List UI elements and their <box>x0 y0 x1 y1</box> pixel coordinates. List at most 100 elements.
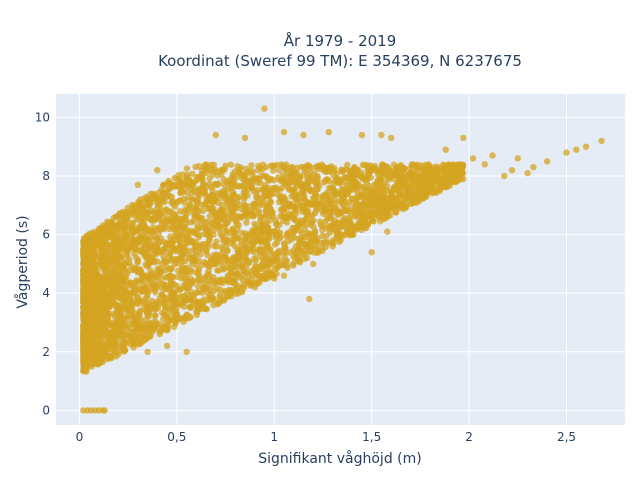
y-axis-ticks: 0 2 4 6 8 10 <box>35 110 50 417</box>
data-point <box>439 172 446 179</box>
data-point <box>251 200 258 208</box>
data-point <box>93 345 100 352</box>
data-point <box>378 131 385 139</box>
data-point <box>351 226 358 233</box>
data-point <box>194 289 202 296</box>
data-point <box>99 224 106 231</box>
data-point <box>340 194 347 201</box>
data-point <box>117 310 124 317</box>
data-point <box>134 227 142 234</box>
data-point <box>324 213 331 220</box>
data-point <box>524 169 531 177</box>
data-point <box>187 275 194 282</box>
data-point <box>171 261 179 268</box>
data-point <box>175 246 183 253</box>
data-point <box>335 227 342 234</box>
data-point <box>216 291 224 299</box>
data-point <box>218 243 225 251</box>
data-point <box>543 158 551 165</box>
data-point <box>357 201 364 208</box>
data-point <box>304 243 311 250</box>
data-point <box>183 165 191 172</box>
data-point <box>100 327 107 334</box>
data-point <box>171 203 179 210</box>
data-point <box>223 237 230 244</box>
data-point <box>89 330 96 337</box>
data-point <box>151 312 158 320</box>
data-point <box>250 240 258 247</box>
data-point <box>116 210 123 217</box>
data-point <box>178 231 185 238</box>
data-point <box>360 224 367 231</box>
data-point <box>240 182 248 189</box>
data-point <box>236 201 243 208</box>
data-point <box>83 277 90 284</box>
data-point <box>573 146 580 153</box>
data-point <box>103 279 111 286</box>
data-point <box>276 167 283 174</box>
data-point <box>217 276 225 283</box>
data-point <box>385 176 392 183</box>
data-point <box>344 226 352 234</box>
data-point <box>210 242 218 249</box>
data-point <box>325 223 332 230</box>
data-point <box>388 134 395 142</box>
data-point <box>442 146 449 153</box>
data-point <box>212 278 219 286</box>
data-point <box>258 273 266 280</box>
data-point <box>243 269 250 276</box>
data-point <box>87 338 94 345</box>
data-point <box>217 286 224 293</box>
y-tick-label: 4 <box>42 286 50 300</box>
data-point <box>105 257 113 264</box>
data-point <box>105 339 112 346</box>
data-point <box>236 166 243 173</box>
data-point <box>306 248 313 256</box>
data-point <box>197 301 204 309</box>
data-point <box>259 186 266 193</box>
data-point <box>387 204 395 211</box>
data-point <box>130 250 138 257</box>
data-point <box>186 201 193 209</box>
data-point <box>291 207 299 215</box>
data-point <box>208 166 216 173</box>
data-point <box>178 179 186 187</box>
data-point <box>229 278 236 286</box>
data-point <box>226 229 233 236</box>
data-point <box>80 237 87 245</box>
data-point <box>147 322 154 329</box>
data-point <box>204 218 211 225</box>
data-point <box>433 172 440 180</box>
data-point <box>151 214 158 222</box>
data-point <box>119 317 127 324</box>
data-point <box>311 209 319 217</box>
data-point <box>329 243 336 250</box>
data-point <box>445 161 452 168</box>
data-point <box>196 277 203 284</box>
data-point <box>436 187 444 194</box>
data-point <box>304 200 311 207</box>
data-point <box>408 194 415 201</box>
data-point <box>383 200 390 208</box>
data-point <box>422 161 429 169</box>
data-point <box>216 223 224 230</box>
data-point <box>159 224 167 231</box>
data-point <box>223 198 230 206</box>
data-point <box>109 328 117 335</box>
data-point <box>166 241 173 248</box>
data-point <box>80 245 87 252</box>
data-point <box>514 155 521 162</box>
data-point <box>102 293 110 300</box>
data-point <box>306 295 313 303</box>
data-point <box>110 334 117 341</box>
data-point <box>336 208 343 216</box>
data-point <box>253 270 260 277</box>
data-point <box>235 247 243 255</box>
data-point <box>260 214 268 221</box>
data-point <box>285 237 292 245</box>
data-point <box>124 270 131 277</box>
data-point <box>144 238 151 245</box>
data-point <box>95 232 103 240</box>
data-point <box>310 194 317 202</box>
data-point <box>377 197 384 204</box>
